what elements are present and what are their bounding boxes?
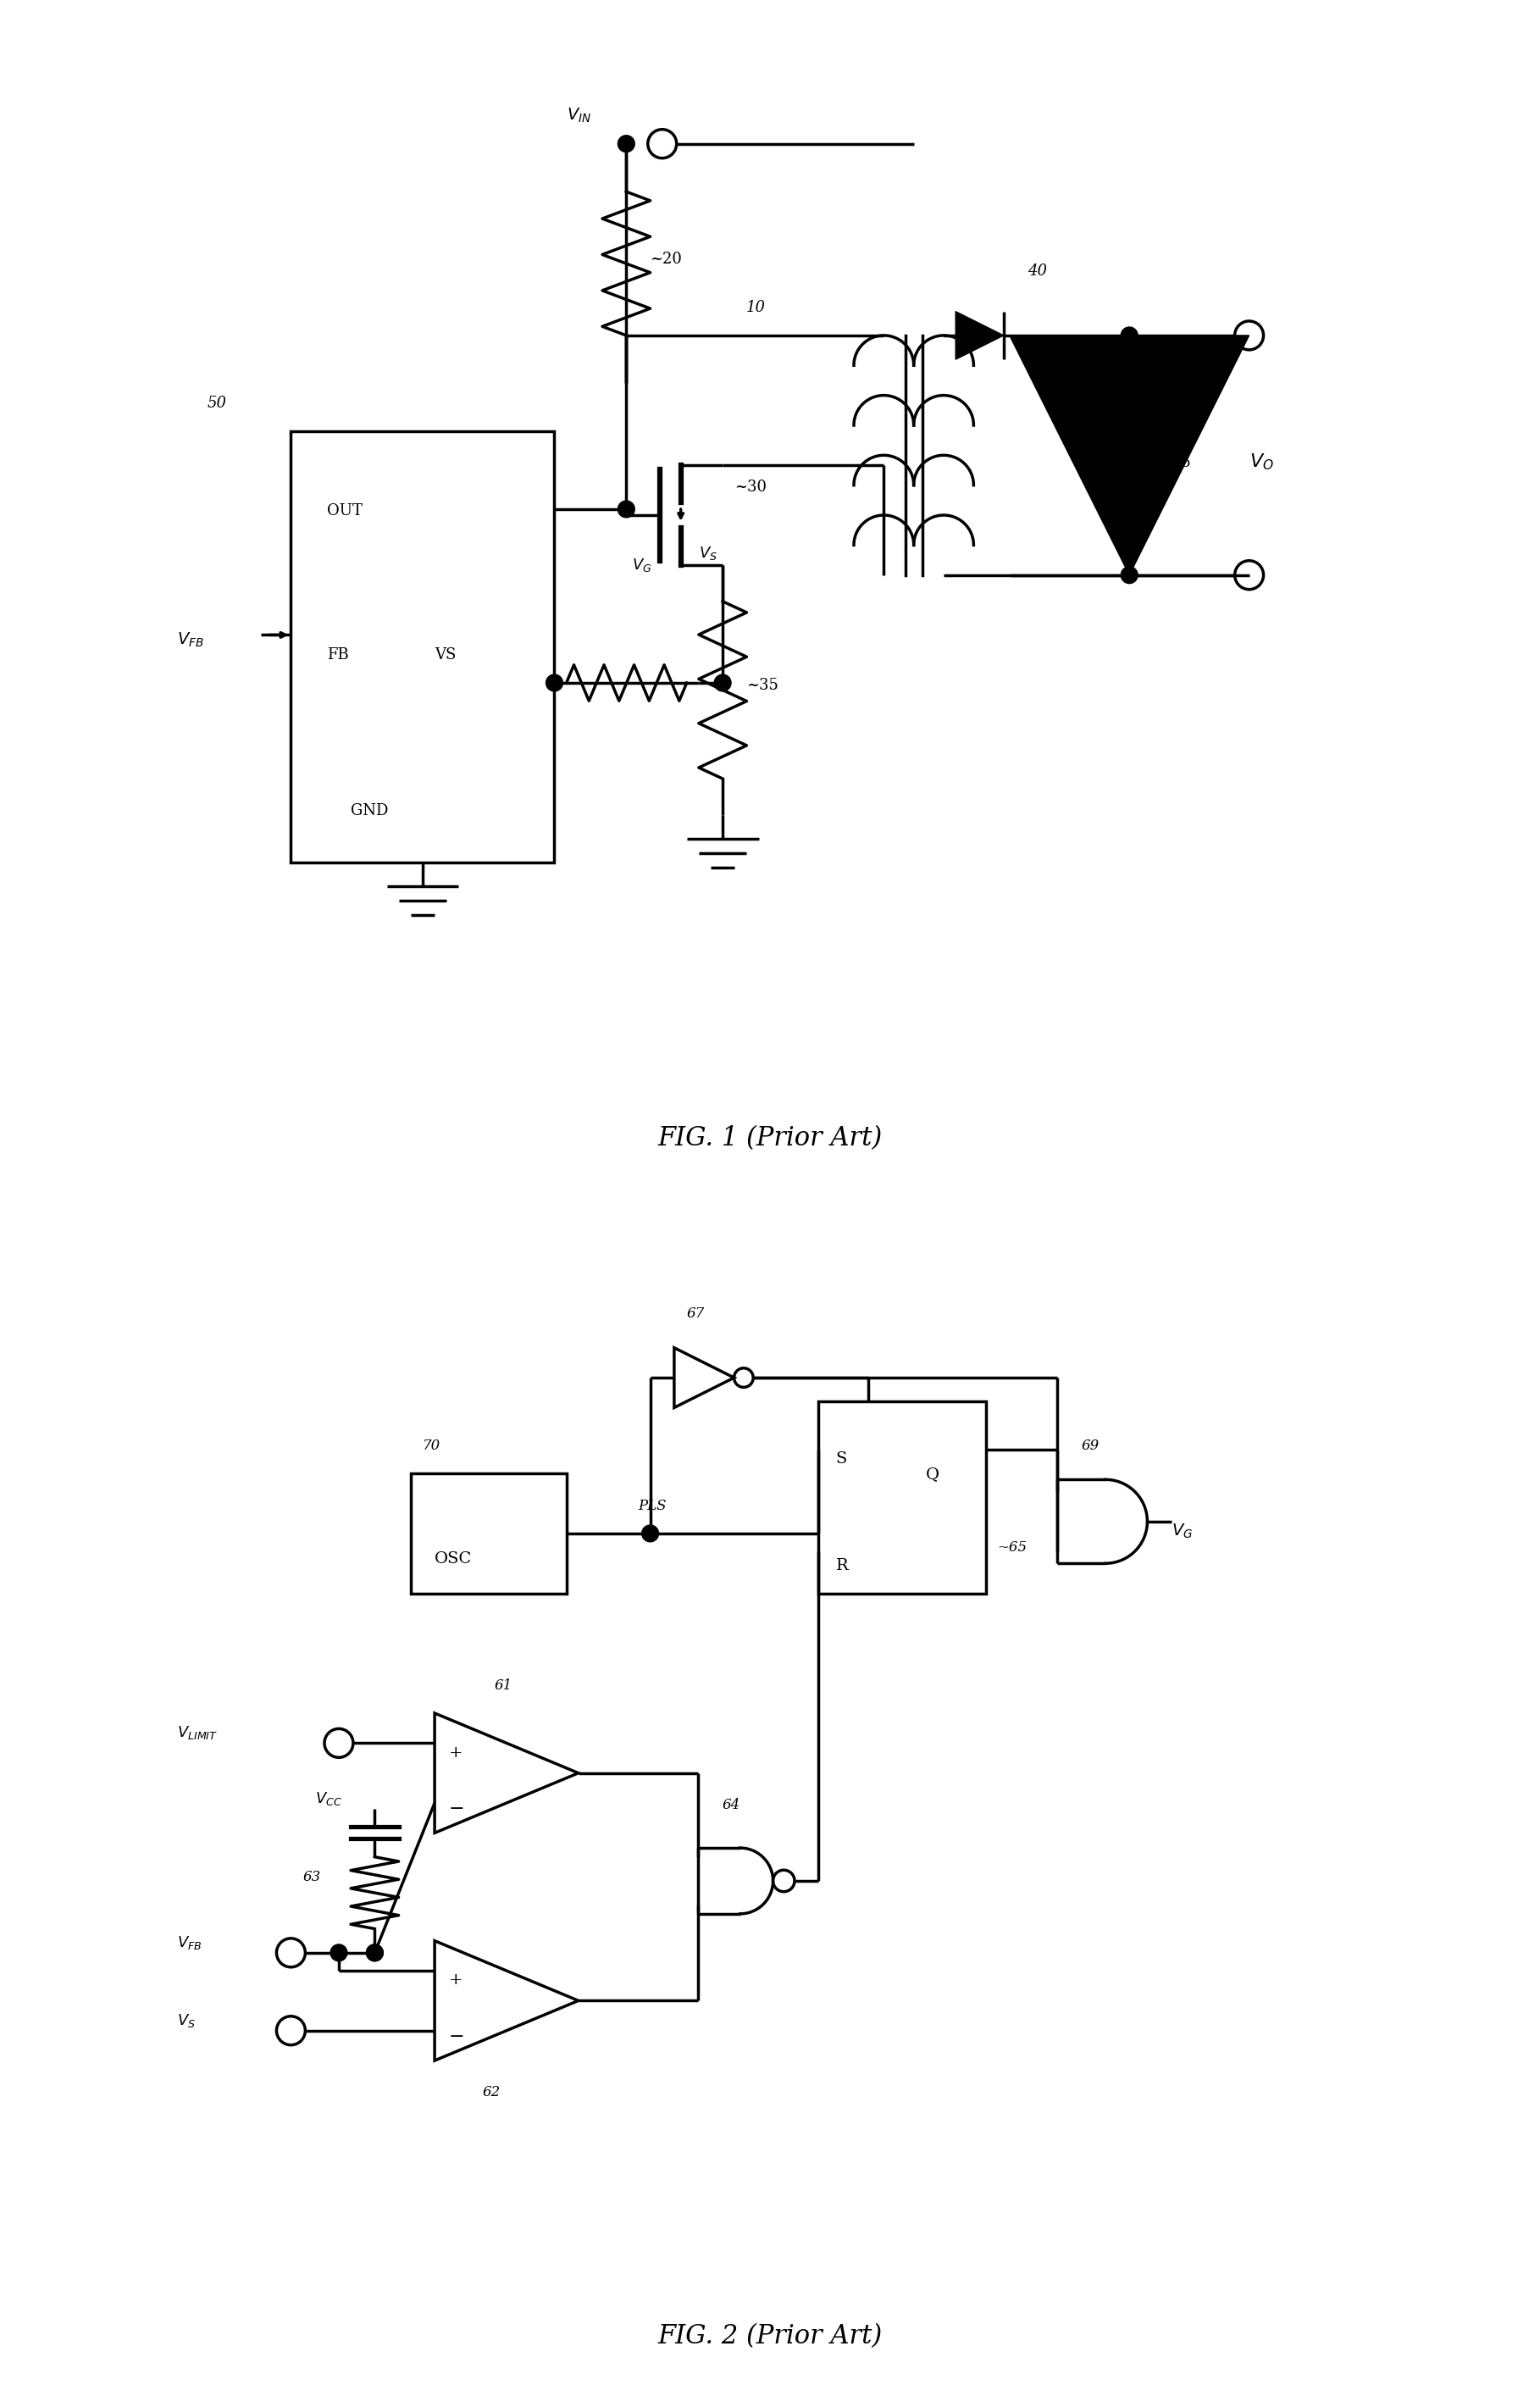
Text: Q: Q xyxy=(926,1466,939,1481)
Circle shape xyxy=(367,1946,383,1960)
Circle shape xyxy=(367,1946,383,1960)
Text: $V_G$: $V_G$ xyxy=(1172,1521,1192,1541)
Text: OSC: OSC xyxy=(434,1553,473,1567)
Text: 10: 10 xyxy=(745,300,765,314)
Text: −: − xyxy=(450,1799,465,1819)
Text: $V_{FB}$: $V_{FB}$ xyxy=(177,1934,202,1950)
Text: ~20: ~20 xyxy=(650,252,682,266)
Bar xyxy=(818,1402,986,1593)
Text: $V_{FB}$: $V_{FB}$ xyxy=(177,630,203,649)
Text: $V_G$: $V_G$ xyxy=(633,556,651,573)
Text: −: − xyxy=(450,2027,465,2046)
Text: $V_{IN}$: $V_{IN}$ xyxy=(567,105,591,125)
Text: $V_O$: $V_O$ xyxy=(1249,453,1274,472)
Text: ~65: ~65 xyxy=(998,1541,1027,1555)
Circle shape xyxy=(1121,326,1138,345)
Circle shape xyxy=(618,501,634,518)
Text: +: + xyxy=(450,1744,464,1761)
Text: FB: FB xyxy=(326,647,348,661)
Text: VS: VS xyxy=(434,647,456,661)
Circle shape xyxy=(331,1946,346,1960)
Text: 40: 40 xyxy=(1027,264,1047,278)
Text: PLS: PLS xyxy=(638,1498,667,1512)
Circle shape xyxy=(642,1524,659,1543)
Text: $V_{CC}$: $V_{CC}$ xyxy=(314,1790,342,1807)
Circle shape xyxy=(547,676,562,690)
Circle shape xyxy=(618,134,634,153)
Text: 64: 64 xyxy=(722,1797,741,1811)
Text: OUT: OUT xyxy=(326,503,362,518)
Text: ~45: ~45 xyxy=(1160,455,1192,470)
Text: $V_S$: $V_S$ xyxy=(177,2013,196,2029)
Polygon shape xyxy=(956,311,1004,359)
Text: FIG. 1 (Prior Art): FIG. 1 (Prior Art) xyxy=(658,1126,882,1150)
Text: ~30: ~30 xyxy=(735,479,767,494)
Circle shape xyxy=(1121,568,1138,585)
Text: 67: 67 xyxy=(687,1306,704,1320)
Text: 61: 61 xyxy=(494,1677,513,1692)
Text: FIG. 2 (Prior Art): FIG. 2 (Prior Art) xyxy=(658,2324,882,2348)
Text: $V_S$: $V_S$ xyxy=(699,544,718,561)
Text: 70: 70 xyxy=(422,1438,440,1452)
Bar xyxy=(291,431,554,863)
Text: S: S xyxy=(836,1452,847,1466)
Text: 62: 62 xyxy=(482,2085,500,2099)
Text: $V_{LIMIT}$: $V_{LIMIT}$ xyxy=(177,1725,217,1742)
Text: R: R xyxy=(836,1557,849,1574)
Text: 63: 63 xyxy=(303,1869,320,1883)
Text: ~35: ~35 xyxy=(747,678,779,692)
Polygon shape xyxy=(1010,335,1249,575)
Text: 69: 69 xyxy=(1081,1438,1100,1452)
Text: +: + xyxy=(450,1972,464,1989)
Bar xyxy=(411,1474,567,1593)
Circle shape xyxy=(715,676,731,690)
Text: 50: 50 xyxy=(206,395,226,410)
Text: GND: GND xyxy=(351,803,388,817)
